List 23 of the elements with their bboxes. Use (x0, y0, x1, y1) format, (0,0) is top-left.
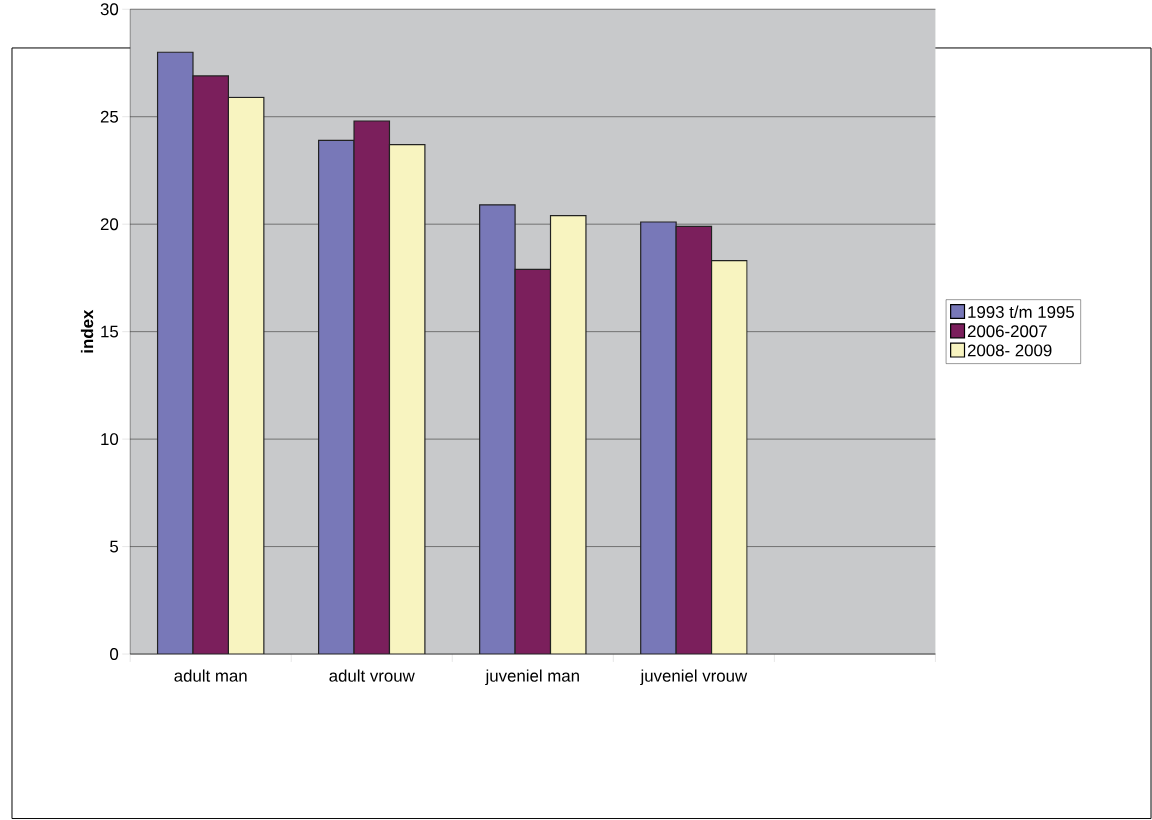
x-tick-label: adult vrouw (329, 669, 415, 683)
y-tick-label: 20 (100, 218, 119, 231)
legend-label: 2008- 2009 (967, 344, 1052, 357)
bar (353, 120, 391, 655)
y-tick-label: 10 (101, 433, 119, 446)
bar (675, 225, 713, 655)
y-tick-label: 30 (100, 3, 119, 16)
x-tick-label: adult man (174, 669, 247, 683)
bar (640, 221, 677, 655)
x-tick-label: juveniel vrouw (640, 669, 748, 686)
y-tick-label: 0 (110, 648, 119, 661)
y-tick-label: 5 (110, 540, 119, 553)
x-tick-label: juveniel man (485, 669, 579, 686)
legend-label: 2006-2007 (967, 325, 1047, 338)
bar (192, 75, 230, 655)
bar (318, 139, 355, 655)
y-tick-label: 15 (101, 326, 119, 338)
y-tick-label: 25 (100, 110, 119, 123)
y-axis-title: index (80, 310, 94, 353)
bar (479, 204, 516, 655)
bar (514, 268, 552, 655)
bar (156, 51, 194, 655)
legend-label: 1993 t/m 1995 (968, 305, 1074, 319)
